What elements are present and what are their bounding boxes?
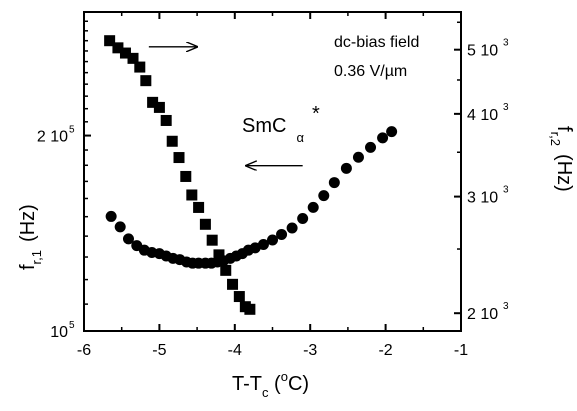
y-left-tick-exponent: 5 bbox=[69, 320, 75, 331]
data-point-square bbox=[160, 114, 172, 126]
data-point-circle bbox=[122, 233, 134, 245]
y-right-tick-exponent: 3 bbox=[503, 102, 509, 113]
x-tick-label: -1 bbox=[454, 342, 468, 359]
x-axis-ticks: -6 -5 -4 -3 -2 -1 bbox=[77, 12, 468, 359]
data-point-square bbox=[140, 75, 152, 87]
data-point-square bbox=[134, 61, 146, 73]
x-tick-label: -2 bbox=[378, 342, 392, 359]
data-point-circle bbox=[377, 132, 389, 144]
data-point-square bbox=[213, 249, 225, 261]
y-right-tick-label: 5 10 bbox=[467, 43, 498, 60]
data-point-square bbox=[193, 201, 205, 213]
y-left-axis-title: fr,1(Hz) bbox=[17, 204, 44, 270]
x-axis-title: T-Tc (oC) bbox=[232, 369, 309, 400]
y-right-tick-exponent: 3 bbox=[503, 185, 509, 196]
y-right-axis-title: fr,2(Hz) bbox=[548, 126, 575, 192]
data-point-square bbox=[244, 303, 256, 315]
y-right-axis-ticks: 2 10 3 3 10 3 4 10 3 5 10 3 bbox=[454, 21, 509, 323]
x-tick-label: -3 bbox=[303, 342, 317, 359]
data-point-circle bbox=[249, 242, 261, 254]
data-point-square bbox=[199, 218, 211, 230]
data-point-square bbox=[153, 101, 165, 113]
arrows bbox=[148, 47, 303, 166]
y-left-tick-exponent: 5 bbox=[69, 125, 75, 136]
data-point-circle bbox=[365, 141, 377, 153]
data-point-square bbox=[147, 96, 159, 108]
data-point-square bbox=[206, 234, 218, 246]
plot-frame bbox=[83, 11, 462, 332]
data-point-circle bbox=[318, 190, 330, 202]
y-left-axis-ticks: 10 52 10 5 bbox=[37, 20, 91, 341]
data-point-square bbox=[119, 47, 131, 59]
data-point-square bbox=[112, 42, 124, 54]
data-point-circle bbox=[297, 212, 309, 224]
x-tick-label: -4 bbox=[228, 342, 242, 359]
x-tick-label: -6 bbox=[77, 342, 91, 359]
data-point-circle bbox=[307, 201, 319, 213]
data-point-circle bbox=[257, 238, 269, 250]
y-left-tick-label: 10 bbox=[50, 324, 68, 341]
data-point-square bbox=[166, 135, 178, 147]
y-left-tick-label: 2 10 bbox=[37, 129, 68, 146]
data-point-square bbox=[186, 189, 198, 201]
data-point-circle bbox=[276, 228, 288, 240]
data-point-circle bbox=[386, 126, 398, 138]
data-point-square bbox=[173, 152, 185, 164]
annotation-line-1: dc-bias field bbox=[334, 34, 419, 51]
y-right-tick-label: 4 10 bbox=[467, 107, 498, 124]
data-point-circle bbox=[340, 162, 352, 174]
data-point-square bbox=[104, 35, 116, 47]
x-tick-label: -5 bbox=[152, 342, 166, 359]
data-point-square bbox=[227, 278, 239, 290]
annotation-line-2: 0.36 V/µm bbox=[334, 63, 407, 80]
data-point-circle bbox=[352, 151, 364, 163]
data-point-square bbox=[220, 264, 232, 276]
data-point-circle bbox=[267, 234, 278, 246]
y-right-tick-label: 3 10 bbox=[467, 190, 498, 207]
y-right-tick-label: 2 10 bbox=[467, 306, 498, 323]
data-series bbox=[104, 35, 398, 315]
y-right-tick-exponent: 3 bbox=[503, 38, 509, 49]
data-point-circle bbox=[328, 177, 340, 189]
data-point-square bbox=[233, 291, 245, 303]
series-label: SmCα* bbox=[242, 103, 320, 145]
y-right-tick-exponent: 3 bbox=[503, 301, 509, 312]
data-point-square bbox=[127, 52, 139, 64]
data-point-circle bbox=[286, 222, 298, 234]
data-point-circle bbox=[105, 210, 117, 222]
data-point-circle bbox=[114, 221, 126, 233]
data-point-square bbox=[180, 170, 192, 182]
